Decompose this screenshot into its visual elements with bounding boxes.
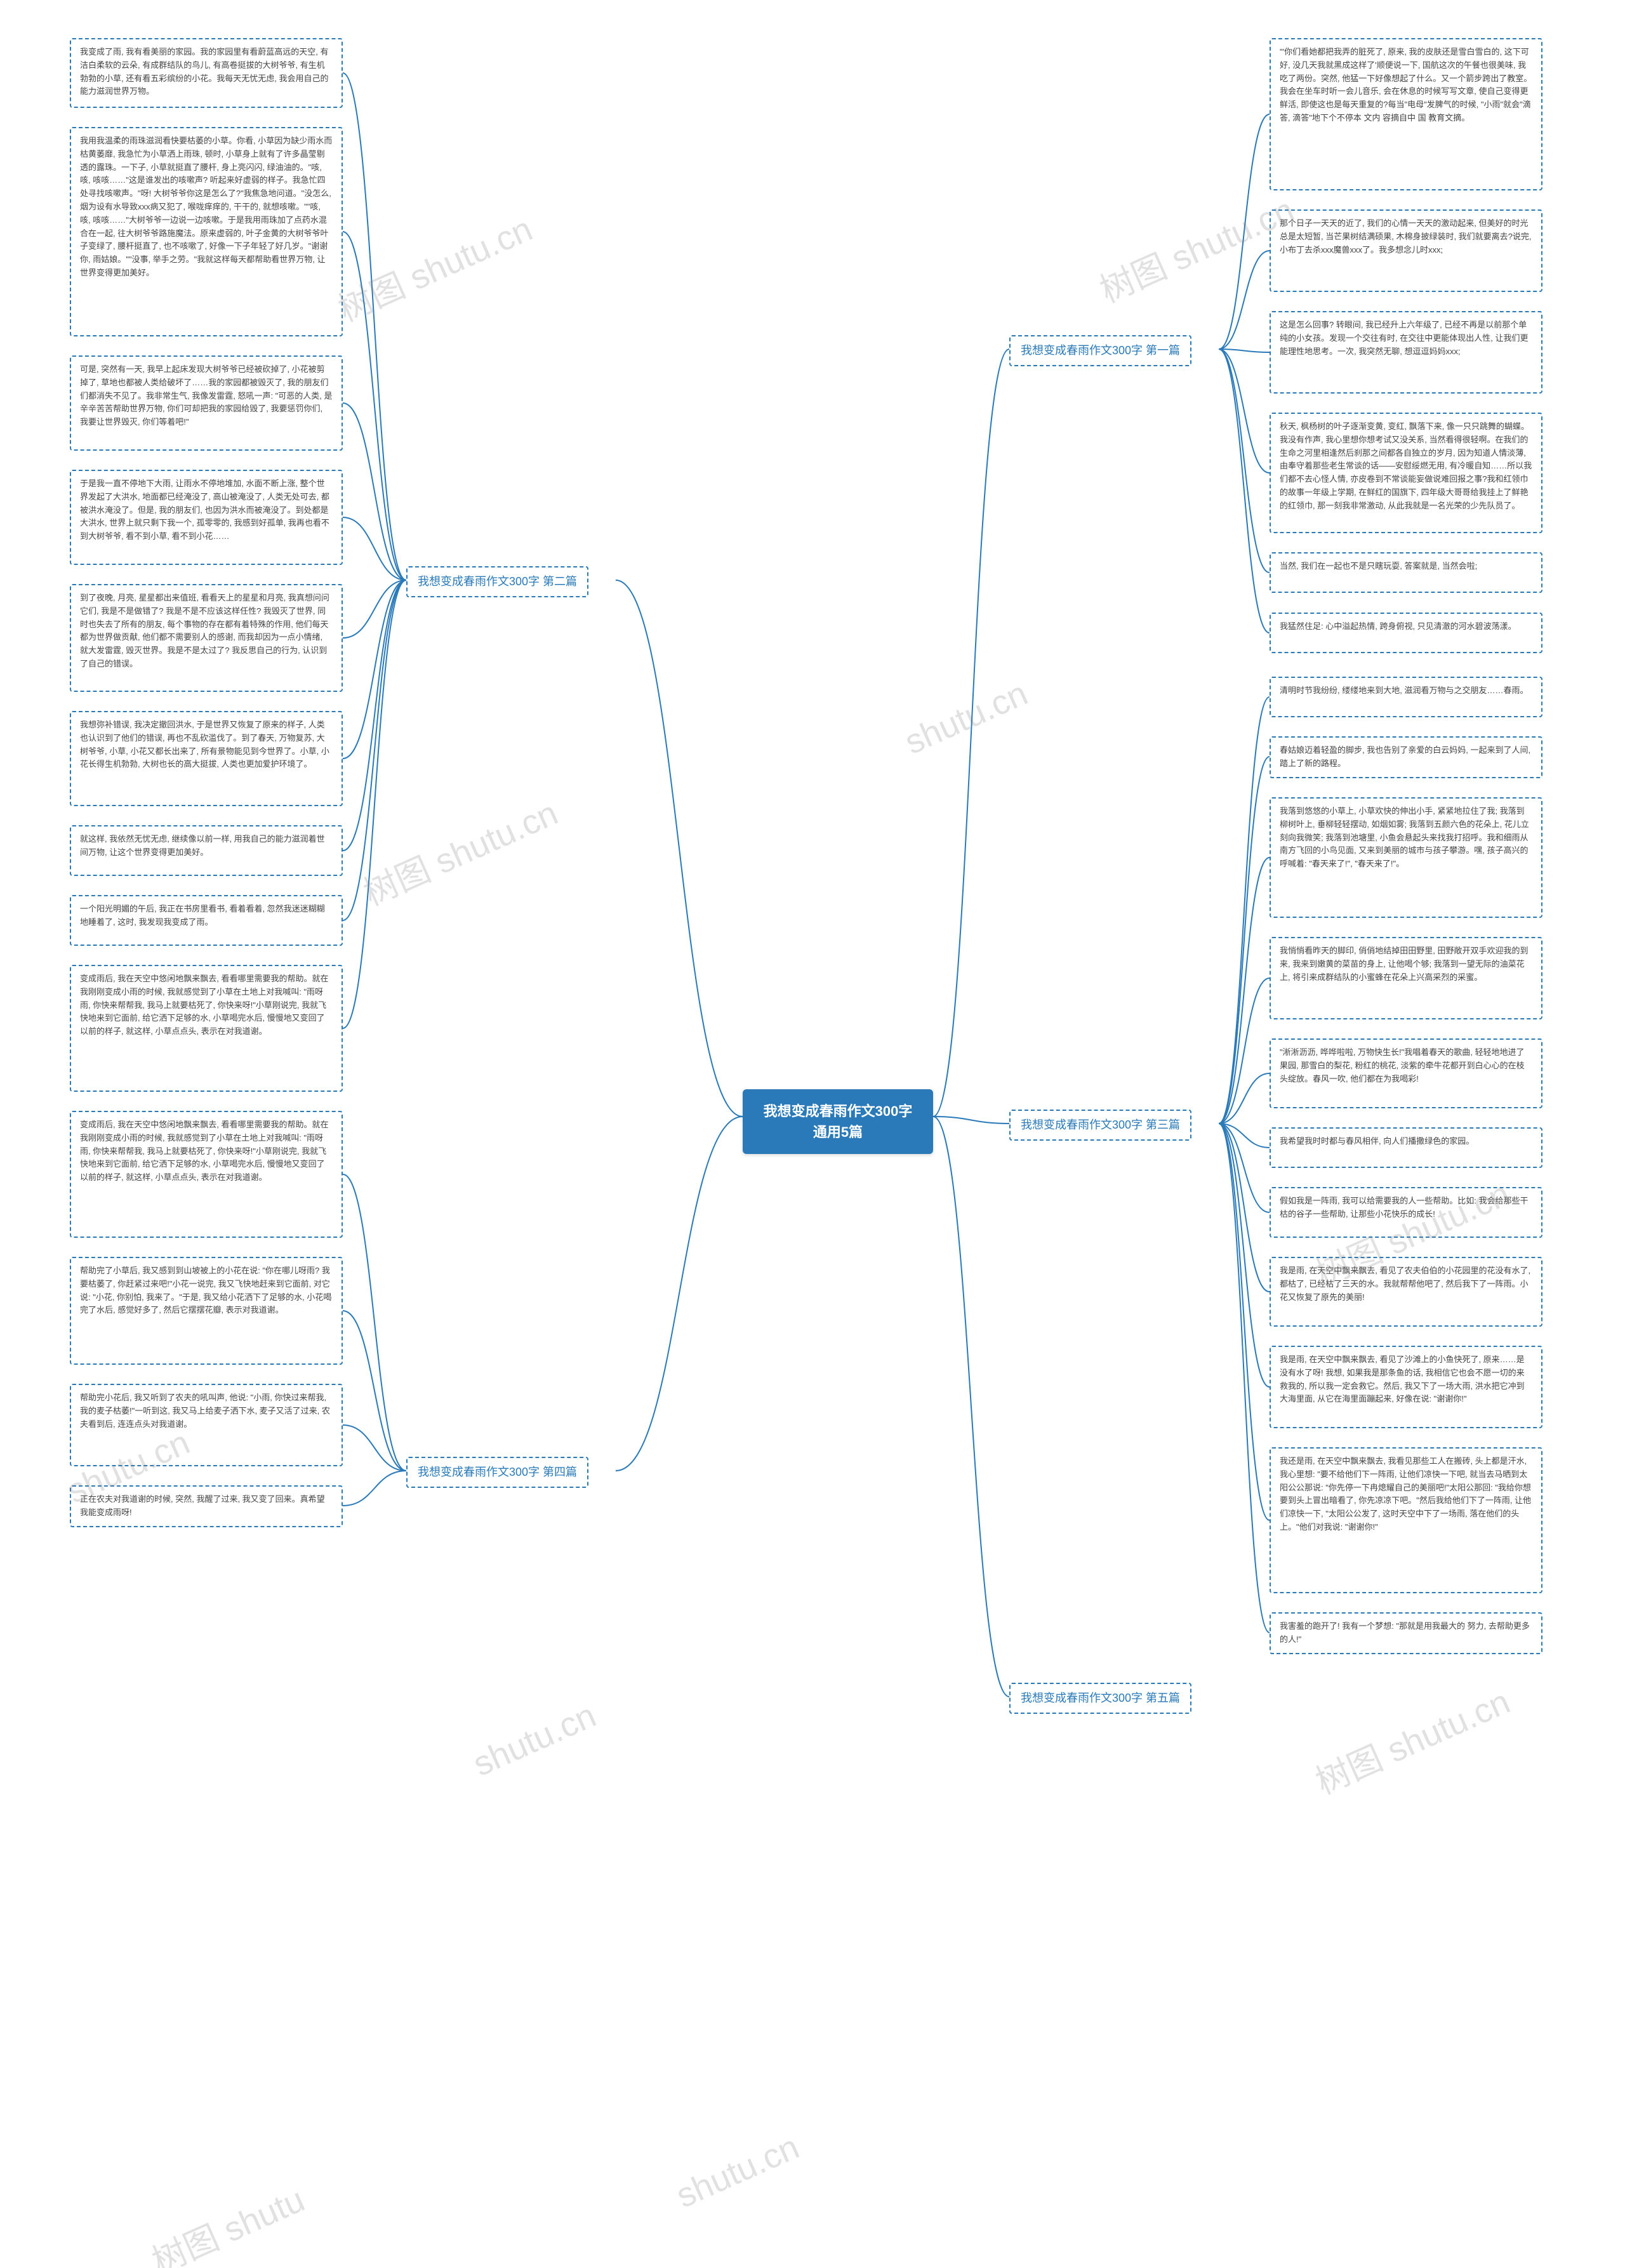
leaf-node: 清明时节我纷纷, 缕缕地来到大地, 滋润看万物与之交朋友……春雨。 — [1270, 677, 1542, 717]
watermark: 树图 shutu.cn — [354, 785, 564, 915]
leaf-node: 我用我温柔的雨珠滋润看快要枯萎的小草。你看, 小草因为缺少雨水而枯黄萎靡, 我急… — [70, 127, 343, 336]
section-node: 我想变成春雨作文300字 第三篇 — [1009, 1110, 1191, 1141]
leaf-node: 假如我是一阵雨, 我可以给需要我的人一些帮助。比如: 我会给那些干枯的谷子一些帮… — [1270, 1187, 1542, 1238]
leaf-node: 这是怎么回事? 转眼间, 我已经升上六年级了, 已经不再是以前那个单纯的小女孩。… — [1270, 311, 1542, 394]
leaf-node: 我变成了雨, 我有看美丽的家园。我的家园里有看蔚蓝高远的天空, 有洁白柔软的云朵… — [70, 38, 343, 108]
leaf-node: 春姑娘迈着轻盈的脚步, 我也告别了亲爱的白云妈妈, 一起来到了人间, 踏上了新的… — [1270, 736, 1542, 778]
leaf-node: 我悄悄看昨天的脚印, 俏俏地结掉田田野里, 田野敞开双手欢迎我的到来, 我来到嫩… — [1270, 937, 1542, 1019]
watermark: shutu.cn — [899, 673, 1033, 762]
leaf-node: 我害羞的跑开了! 我有一个梦想: "那就是用我最大的 努力, 去帮助更多的人!" — [1270, 1612, 1542, 1654]
root-title-line2: 通用5篇 — [813, 1124, 863, 1140]
leaf-node: 我猛然住足: 心中溢起热情, 跨身俯视, 只见清澈的河水碧波荡漾。 — [1270, 613, 1542, 653]
leaf-node: 正在农夫对我道谢的时候, 突然, 我醒了过来, 我又变了回来。真希望我能变成雨呀… — [70, 1485, 343, 1527]
leaf-node: 于是我一直不停地下大雨, 让雨水不停地堆加, 水面不断上涨, 整个世界发起了大洪… — [70, 470, 343, 565]
watermark: 树图 shutu.cn — [1306, 1674, 1516, 1804]
watermark: 树图 shutu — [143, 2172, 311, 2268]
leaf-node: "'你们看她都把我弄的脏死了, 原来, 我的皮肤还是雪白雪白的, 这下可好, 没… — [1270, 38, 1542, 190]
leaf-node: 一个阳光明媚的午后, 我正在书房里看书, 看着看着, 忽然我迷迷糊糊地睡着了, … — [70, 895, 343, 946]
leaf-node: 帮助完了小草后, 我又感到到山坡被上的小花在说: "你在哪儿呀雨? 我要枯萎了,… — [70, 1257, 343, 1365]
watermark: 树图 shutu.cn — [329, 201, 539, 331]
leaf-node: 可是, 突然有一天, 我早上起床发现大树爷爷已经被砍掉了, 小花被剪掉了, 草地… — [70, 355, 343, 451]
leaf-node: 那个日子一天天的近了, 我们的心情一天天的激动起来, 但美好的时光总是太短暂, … — [1270, 209, 1542, 292]
leaf-node: "淅淅沥沥, 哗哗啦啦, 万物快生长!"我唱着春天的歌曲, 轻轻地地进了果园, … — [1270, 1038, 1542, 1108]
section-node: 我想变成春雨作文300字 第四篇 — [406, 1457, 588, 1488]
leaf-node: 变成雨后, 我在天空中悠闲地飘来飘去, 看看哪里需要我的帮助。就在我刚刚变成小雨… — [70, 965, 343, 1092]
section-node: 我想变成春雨作文300字 第一篇 — [1009, 335, 1191, 366]
leaf-node: 我是雨, 在天空中飘来飘去, 看见了沙滩上的小鱼快死了, 原来……是没有水了呀!… — [1270, 1346, 1542, 1428]
leaf-node: 我还是雨, 在天空中飘来飘去, 我看见那些工人在搬砖, 头上都是汗水, 我心里想… — [1270, 1447, 1542, 1593]
watermark: shutu.cn — [467, 1695, 602, 1784]
leaf-node: 我想弥补错误, 我决定撤回洪水, 于是世界又恢复了原来的样子, 人类也认识到了他… — [70, 711, 343, 806]
leaf-node: 就这样, 我依然无忧无虑, 继续像以前一样, 用我自己的能力滋润着世间万物, 让… — [70, 825, 343, 876]
section-node: 我想变成春雨作文300字 第五篇 — [1009, 1683, 1191, 1714]
leaf-node: 当然, 我们在一起也不是只瞎玩耍, 答案就是, 当然会啦; — [1270, 552, 1542, 593]
section-node: 我想变成春雨作文300字 第二篇 — [406, 566, 588, 597]
leaf-node: 帮助完小花后, 我又听到了农夫的吼叫声, 他说: "小雨, 你快过来帮我, 我的… — [70, 1384, 343, 1466]
watermark: shutu.cn — [670, 2127, 805, 2216]
leaf-node: 我落到悠悠的小草上, 小草欢快的伸出小手, 紧紧地拉住了我; 我落到柳树叶上, … — [1270, 797, 1542, 918]
root-node: 我想变成春雨作文300字 通用5篇 — [743, 1089, 933, 1154]
root-title-line1: 我想变成春雨作文300字 — [764, 1103, 913, 1119]
leaf-node: 我是雨, 在天空中飘来飘去, 看见了农夫伯伯的小花园里的花没有水了, 都枯了, … — [1270, 1257, 1542, 1327]
leaf-node: 秋天, 枫杨树的叶子逐渐变黄, 变红, 飘落下来, 像一只只跳舞的蝴蝶。我没有作… — [1270, 413, 1542, 533]
leaf-node: 我希望我时时都与春风相伴, 向人们播撒绿色的家园。 — [1270, 1127, 1542, 1168]
leaf-node: 到了夜晚, 月亮, 星星都出来值班, 看看天上的星星和月亮, 我真想问问它们, … — [70, 584, 343, 692]
leaf-node: 变成雨后, 我在天空中悠闲地飘来飘去, 看看哪里需要我的帮助。就在我刚刚变成小雨… — [70, 1111, 343, 1238]
